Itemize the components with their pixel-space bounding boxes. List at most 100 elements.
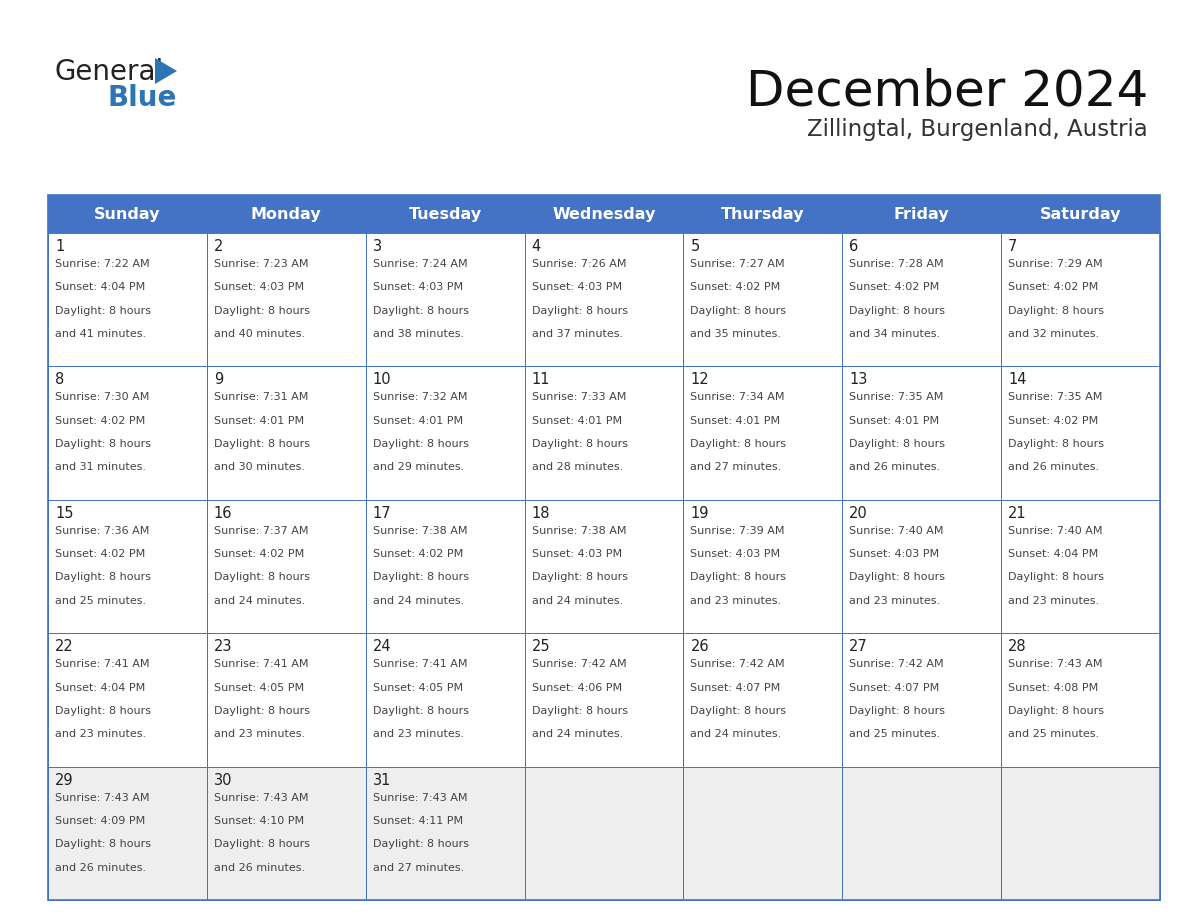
Text: Daylight: 8 hours: Daylight: 8 hours: [214, 706, 310, 716]
Text: Sunrise: 7:40 AM: Sunrise: 7:40 AM: [849, 526, 943, 536]
Bar: [1001, 499, 1159, 633]
Text: Sunset: 4:07 PM: Sunset: 4:07 PM: [849, 683, 940, 692]
Text: Daylight: 8 hours: Daylight: 8 hours: [214, 839, 310, 849]
Text: Daylight: 8 hours: Daylight: 8 hours: [531, 306, 627, 316]
Text: 19: 19: [690, 506, 709, 521]
Bar: [842, 233, 1001, 366]
Text: and 26 minutes.: and 26 minutes.: [849, 463, 941, 473]
Text: and 35 minutes.: and 35 minutes.: [690, 329, 782, 339]
Bar: [207, 767, 366, 900]
Text: 25: 25: [531, 639, 550, 655]
Text: Daylight: 8 hours: Daylight: 8 hours: [531, 706, 627, 716]
Text: Sunset: 4:01 PM: Sunset: 4:01 PM: [531, 416, 621, 426]
Bar: [683, 499, 842, 633]
Bar: [207, 499, 366, 633]
Text: Daylight: 8 hours: Daylight: 8 hours: [373, 706, 469, 716]
Text: Sunrise: 7:28 AM: Sunrise: 7:28 AM: [849, 259, 944, 269]
Text: Blue: Blue: [107, 84, 176, 112]
Text: 29: 29: [55, 773, 74, 788]
Bar: [48, 233, 207, 366]
Text: and 23 minutes.: and 23 minutes.: [849, 596, 941, 606]
Bar: [683, 366, 842, 499]
Text: and 32 minutes.: and 32 minutes.: [1009, 329, 1099, 339]
Text: Daylight: 8 hours: Daylight: 8 hours: [849, 306, 946, 316]
Text: Thursday: Thursday: [721, 207, 804, 221]
Text: Sunrise: 7:42 AM: Sunrise: 7:42 AM: [531, 659, 626, 669]
Text: Sunset: 4:03 PM: Sunset: 4:03 PM: [531, 549, 621, 559]
Text: Sunrise: 7:29 AM: Sunrise: 7:29 AM: [1009, 259, 1102, 269]
Text: Daylight: 8 hours: Daylight: 8 hours: [690, 306, 786, 316]
Bar: [842, 767, 1001, 900]
Bar: [366, 366, 525, 499]
Text: Sunset: 4:02 PM: Sunset: 4:02 PM: [373, 549, 463, 559]
Text: and 27 minutes.: and 27 minutes.: [690, 463, 782, 473]
Text: and 27 minutes.: and 27 minutes.: [373, 863, 465, 873]
Text: Daylight: 8 hours: Daylight: 8 hours: [690, 439, 786, 449]
Text: Sunset: 4:02 PM: Sunset: 4:02 PM: [55, 416, 145, 426]
Text: 22: 22: [55, 639, 74, 655]
Text: 16: 16: [214, 506, 233, 521]
Text: 10: 10: [373, 373, 391, 387]
Text: Sunset: 4:03 PM: Sunset: 4:03 PM: [690, 549, 781, 559]
Bar: [366, 633, 525, 767]
Text: Sunset: 4:01 PM: Sunset: 4:01 PM: [690, 416, 781, 426]
Bar: [683, 233, 842, 366]
Text: Daylight: 8 hours: Daylight: 8 hours: [1009, 439, 1104, 449]
Bar: [842, 499, 1001, 633]
Text: Sunrise: 7:31 AM: Sunrise: 7:31 AM: [214, 392, 308, 402]
Text: Sunset: 4:01 PM: Sunset: 4:01 PM: [214, 416, 304, 426]
Bar: [683, 767, 842, 900]
Text: Zillingtal, Burgenland, Austria: Zillingtal, Burgenland, Austria: [808, 118, 1148, 141]
Text: 3: 3: [373, 239, 381, 254]
Text: Sunrise: 7:43 AM: Sunrise: 7:43 AM: [55, 792, 150, 802]
Text: Sunset: 4:03 PM: Sunset: 4:03 PM: [214, 283, 304, 292]
Text: and 24 minutes.: and 24 minutes.: [373, 596, 465, 606]
Bar: [683, 633, 842, 767]
Bar: [1001, 366, 1159, 499]
Text: 27: 27: [849, 639, 868, 655]
Text: 28: 28: [1009, 639, 1026, 655]
Bar: [48, 366, 207, 499]
Text: 4: 4: [531, 239, 541, 254]
Text: and 29 minutes.: and 29 minutes.: [373, 463, 465, 473]
Text: Sunset: 4:10 PM: Sunset: 4:10 PM: [214, 816, 304, 826]
Text: Sunrise: 7:40 AM: Sunrise: 7:40 AM: [1009, 526, 1102, 536]
Text: Sunset: 4:01 PM: Sunset: 4:01 PM: [849, 416, 940, 426]
Text: Friday: Friday: [893, 207, 949, 221]
Text: Daylight: 8 hours: Daylight: 8 hours: [1009, 706, 1104, 716]
Text: Daylight: 8 hours: Daylight: 8 hours: [531, 439, 627, 449]
Bar: [842, 366, 1001, 499]
Text: Sunrise: 7:30 AM: Sunrise: 7:30 AM: [55, 392, 150, 402]
Bar: [207, 233, 366, 366]
Text: Sunrise: 7:24 AM: Sunrise: 7:24 AM: [373, 259, 467, 269]
Text: Monday: Monday: [251, 207, 322, 221]
Text: General: General: [55, 58, 164, 86]
Text: 2: 2: [214, 239, 223, 254]
Text: and 24 minutes.: and 24 minutes.: [531, 596, 623, 606]
Text: Sunset: 4:05 PM: Sunset: 4:05 PM: [214, 683, 304, 692]
Text: 13: 13: [849, 373, 867, 387]
Text: and 25 minutes.: and 25 minutes.: [1009, 729, 1099, 739]
Text: Daylight: 8 hours: Daylight: 8 hours: [690, 706, 786, 716]
Bar: [48, 767, 207, 900]
Bar: [525, 633, 683, 767]
Text: 21: 21: [1009, 506, 1026, 521]
Text: Sunrise: 7:34 AM: Sunrise: 7:34 AM: [690, 392, 785, 402]
Text: Sunset: 4:02 PM: Sunset: 4:02 PM: [849, 283, 940, 292]
Text: Daylight: 8 hours: Daylight: 8 hours: [55, 306, 151, 316]
Text: Sunrise: 7:26 AM: Sunrise: 7:26 AM: [531, 259, 626, 269]
Text: Sunrise: 7:39 AM: Sunrise: 7:39 AM: [690, 526, 785, 536]
Text: Daylight: 8 hours: Daylight: 8 hours: [55, 439, 151, 449]
Text: 12: 12: [690, 373, 709, 387]
Text: and 26 minutes.: and 26 minutes.: [214, 863, 305, 873]
Text: 23: 23: [214, 639, 233, 655]
Text: Daylight: 8 hours: Daylight: 8 hours: [214, 439, 310, 449]
Text: Sunrise: 7:32 AM: Sunrise: 7:32 AM: [373, 392, 467, 402]
Text: Sunrise: 7:38 AM: Sunrise: 7:38 AM: [531, 526, 626, 536]
Text: Sunset: 4:04 PM: Sunset: 4:04 PM: [1009, 549, 1099, 559]
Text: Sunset: 4:06 PM: Sunset: 4:06 PM: [531, 683, 621, 692]
Text: Sunrise: 7:38 AM: Sunrise: 7:38 AM: [373, 526, 467, 536]
Text: 26: 26: [690, 639, 709, 655]
Text: Sunset: 4:02 PM: Sunset: 4:02 PM: [55, 549, 145, 559]
Text: 18: 18: [531, 506, 550, 521]
